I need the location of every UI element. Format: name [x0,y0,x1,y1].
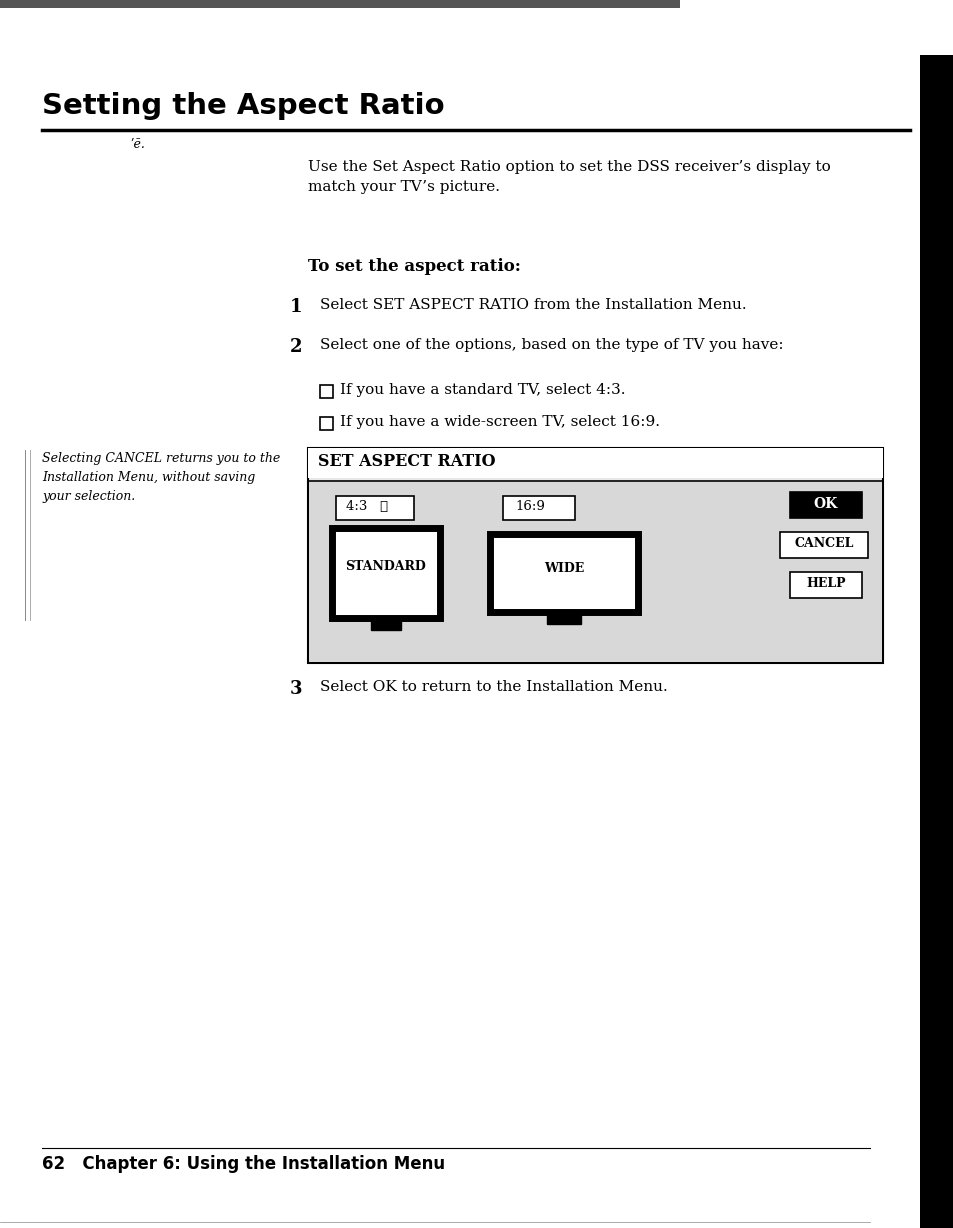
Text: Select one of the options, based on the type of TV you have:: Select one of the options, based on the … [319,338,782,352]
Bar [780,532,867,558]
Text: SET ASPECT RATIO: SET ASPECT RATIO [317,453,496,470]
Bar [332,528,439,618]
Bar [490,534,638,612]
Text: 2: 2 [290,338,302,356]
Bar [789,492,862,518]
Bar [789,572,862,598]
Text: 1: 1 [290,298,302,316]
Bar [309,483,882,662]
Text: To set the aspect ratio:: To set the aspect ratio: [308,258,520,275]
Text: 62   Chapter 6: Using the Installation Menu: 62 Chapter 6: Using the Installation Men… [42,1156,445,1173]
Text: Use the Set Aspect Ratio option to set the DSS receiver’s display to
match your : Use the Set Aspect Ratio option to set t… [308,160,830,194]
Text: CANCEL: CANCEL [794,537,853,550]
Bar [335,496,414,519]
Bar [0,0,679,9]
Text: 3: 3 [290,680,302,698]
Text: 16:9: 16:9 [515,500,544,513]
Text: WIDE: WIDE [543,561,583,575]
Text: STANDARD: STANDARD [345,560,426,573]
Text: HELP: HELP [805,577,845,589]
Text: Selecting CANCEL returns you to the
Installation Menu, without saving
your selec: Selecting CANCEL returns you to the Inst… [42,452,280,503]
Bar [308,448,882,663]
Bar [319,386,333,398]
Text: If you have a wide-screen TV, select 16:9.: If you have a wide-screen TV, select 16:… [339,415,659,429]
Bar [319,418,333,430]
Bar [308,448,882,478]
Bar [919,55,953,1156]
Text: If you have a standard TV, select 4:3.: If you have a standard TV, select 4:3. [339,383,625,397]
Text: OK: OK [813,497,838,511]
Text: Select OK to return to the Installation Menu.: Select OK to return to the Installation … [319,680,667,694]
Text: ʹē.: ʹē. [130,138,145,151]
Bar [546,612,580,624]
Bar [919,1156,953,1228]
Text: 4:3   ✓: 4:3 ✓ [346,500,388,513]
Bar [371,618,400,630]
Text: Select SET ASPECT RATIO from the Installation Menu.: Select SET ASPECT RATIO from the Install… [319,298,746,312]
Bar [502,496,575,519]
Text: Setting the Aspect Ratio: Setting the Aspect Ratio [42,92,444,120]
